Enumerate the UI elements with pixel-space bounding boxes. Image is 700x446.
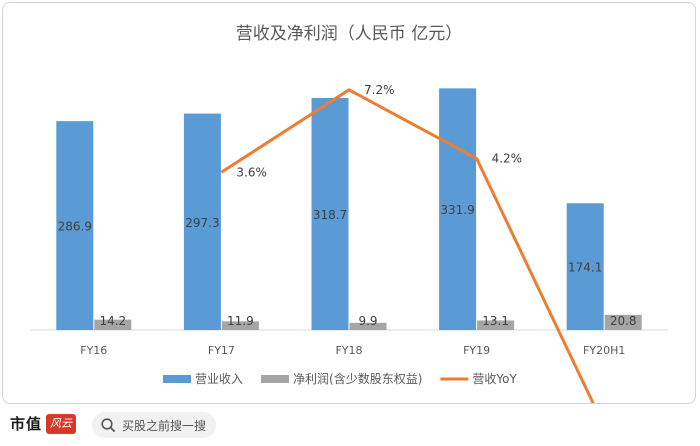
- legend-label: 营业收入: [195, 372, 243, 386]
- brand-name: 市值: [10, 415, 43, 433]
- legend: 营业收入 净利润(含少数股东权益) 营收YoY: [163, 371, 517, 386]
- yoy-label-FY18: 7.2%: [364, 83, 395, 97]
- legend-swatch: [261, 375, 290, 383]
- chart-title: 营收及净利润（人民币 亿元）: [236, 24, 462, 44]
- x-tick-FY20H1: FY20H1: [583, 344, 625, 357]
- bar-revenue-FY17: [183, 113, 221, 330]
- yoy-line: [220, 88, 606, 428]
- legend-swatch: [163, 375, 191, 383]
- bars-layer: [56, 88, 642, 331]
- yoy-label-FY19: 4.2%: [492, 152, 522, 166]
- legend-item-1: 净利润(含少数股东权益): [261, 371, 422, 386]
- yoy-line-layer: [220, 88, 606, 428]
- data-label-revenue-FY20H1: 174.1: [568, 261, 602, 275]
- data-label-revenue-FY16: 286.9: [58, 220, 92, 234]
- bar-net-profit-FY16: [94, 319, 132, 330]
- footer-bar: 市值 风云 买股之前搜一搜: [0, 404, 700, 446]
- data-label-revenue-FY18: 318.7: [313, 208, 347, 222]
- brand-logo-group: 市值 风云: [10, 413, 77, 434]
- data-label-net-profit-FY18: 9.9: [358, 314, 377, 328]
- data-label-net-profit-FY16: 14.2: [99, 314, 126, 328]
- search-box[interactable]: 买股之前搜一搜: [92, 412, 216, 438]
- bar-net-profit-FY17: [221, 321, 259, 330]
- bar-net-profit-FY18: [349, 322, 387, 330]
- bar-revenue-FY18: [311, 97, 349, 331]
- bar-net-profit-FY20H1: [604, 314, 642, 330]
- x-tick-FY18: FY18: [335, 344, 362, 357]
- bar-revenue-FY19: [439, 88, 477, 330]
- data-label-revenue-FY17: 297.3: [185, 216, 219, 230]
- legend-label: 营收YoY: [472, 372, 517, 386]
- bar-revenue-FY16: [56, 121, 94, 330]
- chart-panel: 营收及净利润（人民币 亿元） 286.9 14.2 297.3 11.9 318.7 9.…: [2, 2, 696, 433]
- brand-logo-mark: 风云: [46, 413, 77, 434]
- search-placeholder: 买股之前搜一搜: [122, 418, 207, 433]
- legend-item-2: 营收YoY: [440, 372, 517, 386]
- search-icon: [101, 418, 115, 432]
- revenue-profit-chart: 营收及净利润（人民币 亿元） 286.9 14.2 297.3 11.9 318.7 9.…: [30, 24, 668, 433]
- x-tick-labels: FY16 FY17 FY18 FY19 FY20H1: [80, 344, 625, 357]
- data-label-net-profit-FY17: 11.9: [227, 314, 254, 328]
- x-tick-FY16: FY16: [80, 344, 107, 357]
- bar-net-profit-FY19: [477, 320, 515, 330]
- x-tick-FY19: FY19: [463, 344, 490, 357]
- x-tick-FY17: FY17: [208, 344, 235, 357]
- data-label-revenue-FY19: 331.9: [440, 203, 474, 217]
- legend-label: 净利润(含少数股东权益): [293, 371, 422, 386]
- yoy-label-FY17: 3.6%: [236, 165, 267, 179]
- bar-revenue-FY20H1: [566, 203, 604, 330]
- legend-item-0: 营业收入: [163, 372, 243, 386]
- data-label-net-profit-FY20H1: 20.8: [610, 314, 637, 328]
- data-label-net-profit-FY19: 13.1: [482, 314, 509, 328]
